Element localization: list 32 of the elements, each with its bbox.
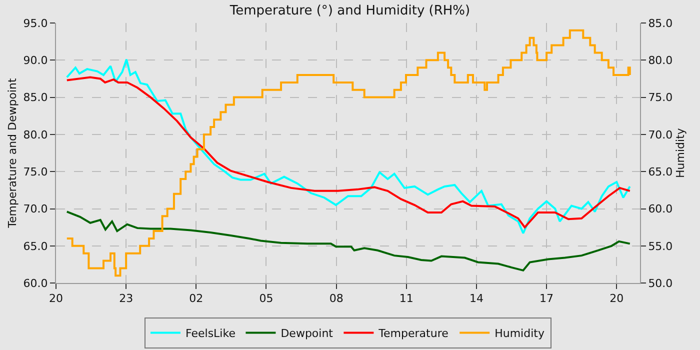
y2-tick-label: 85.0 [648, 16, 673, 30]
x-tick-label: 17 [540, 292, 554, 306]
x-tick-label: 11 [399, 292, 414, 306]
y2-axis-title: Humidity [674, 128, 687, 178]
x-tick-label: 20 [610, 292, 624, 306]
y-tick-label: 75.0 [23, 165, 48, 178]
y2-tick-label: 70.0 [648, 128, 673, 142]
legend-label: Humidity [494, 327, 545, 340]
y-axis-title: Temperature and Dewpoint [6, 78, 19, 229]
y-tick-label: 85.0 [23, 91, 48, 104]
y2-tick-label: 55.0 [648, 240, 673, 253]
chart-title: Temperature (°) and Humidity (RH%) [228, 3, 470, 18]
y2-tick-label: 75.0 [648, 91, 673, 104]
y2-tick-label: 60.0 [648, 202, 673, 216]
legend-label: FeelsLike [186, 327, 236, 340]
x-tick-label: 08 [329, 292, 344, 306]
x-tick-label: 05 [259, 292, 274, 306]
x-tick-label: 14 [469, 292, 484, 306]
x-tick-label: 02 [189, 292, 204, 306]
y2-tick-label: 65.0 [648, 165, 673, 178]
y-tick-label: 80.0 [23, 128, 48, 142]
y2-tick-label: 80.0 [648, 54, 673, 67]
y-tick-label: 70.0 [23, 202, 48, 216]
legend-label: Dewpoint [280, 327, 334, 340]
y2-tick-label: 50.0 [648, 276, 673, 290]
legend-label: Temperature [378, 327, 449, 340]
y-tick-label: 60.0 [23, 276, 48, 290]
y-tick-label: 95.0 [23, 16, 48, 30]
y-tick-label: 90.0 [23, 54, 48, 67]
x-tick-label: 23 [119, 292, 134, 306]
y-tick-label: 65.0 [23, 240, 48, 253]
x-tick-label: 20 [49, 292, 63, 306]
